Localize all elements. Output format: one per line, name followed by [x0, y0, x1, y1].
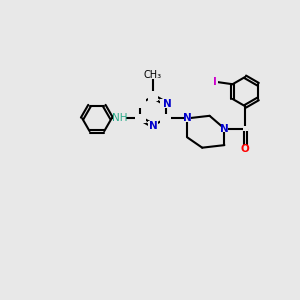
Text: O: O [241, 144, 250, 154]
Text: NH: NH [112, 113, 128, 123]
Bar [220, 125, 228, 132]
Bar [148, 121, 158, 130]
Bar [184, 115, 191, 122]
Text: N: N [183, 113, 192, 123]
Bar [148, 92, 158, 101]
Bar [212, 78, 218, 85]
Text: N: N [148, 121, 158, 131]
Text: I: I [213, 77, 217, 87]
Bar [160, 99, 171, 108]
Bar [146, 70, 160, 79]
Bar [242, 145, 249, 153]
Bar [160, 114, 171, 123]
Text: N: N [163, 99, 171, 109]
Text: CH₃: CH₃ [144, 70, 162, 80]
Bar [135, 114, 146, 123]
Text: N: N [220, 124, 229, 134]
Bar [113, 114, 126, 123]
Bar [135, 99, 146, 108]
Bar [243, 126, 248, 131]
